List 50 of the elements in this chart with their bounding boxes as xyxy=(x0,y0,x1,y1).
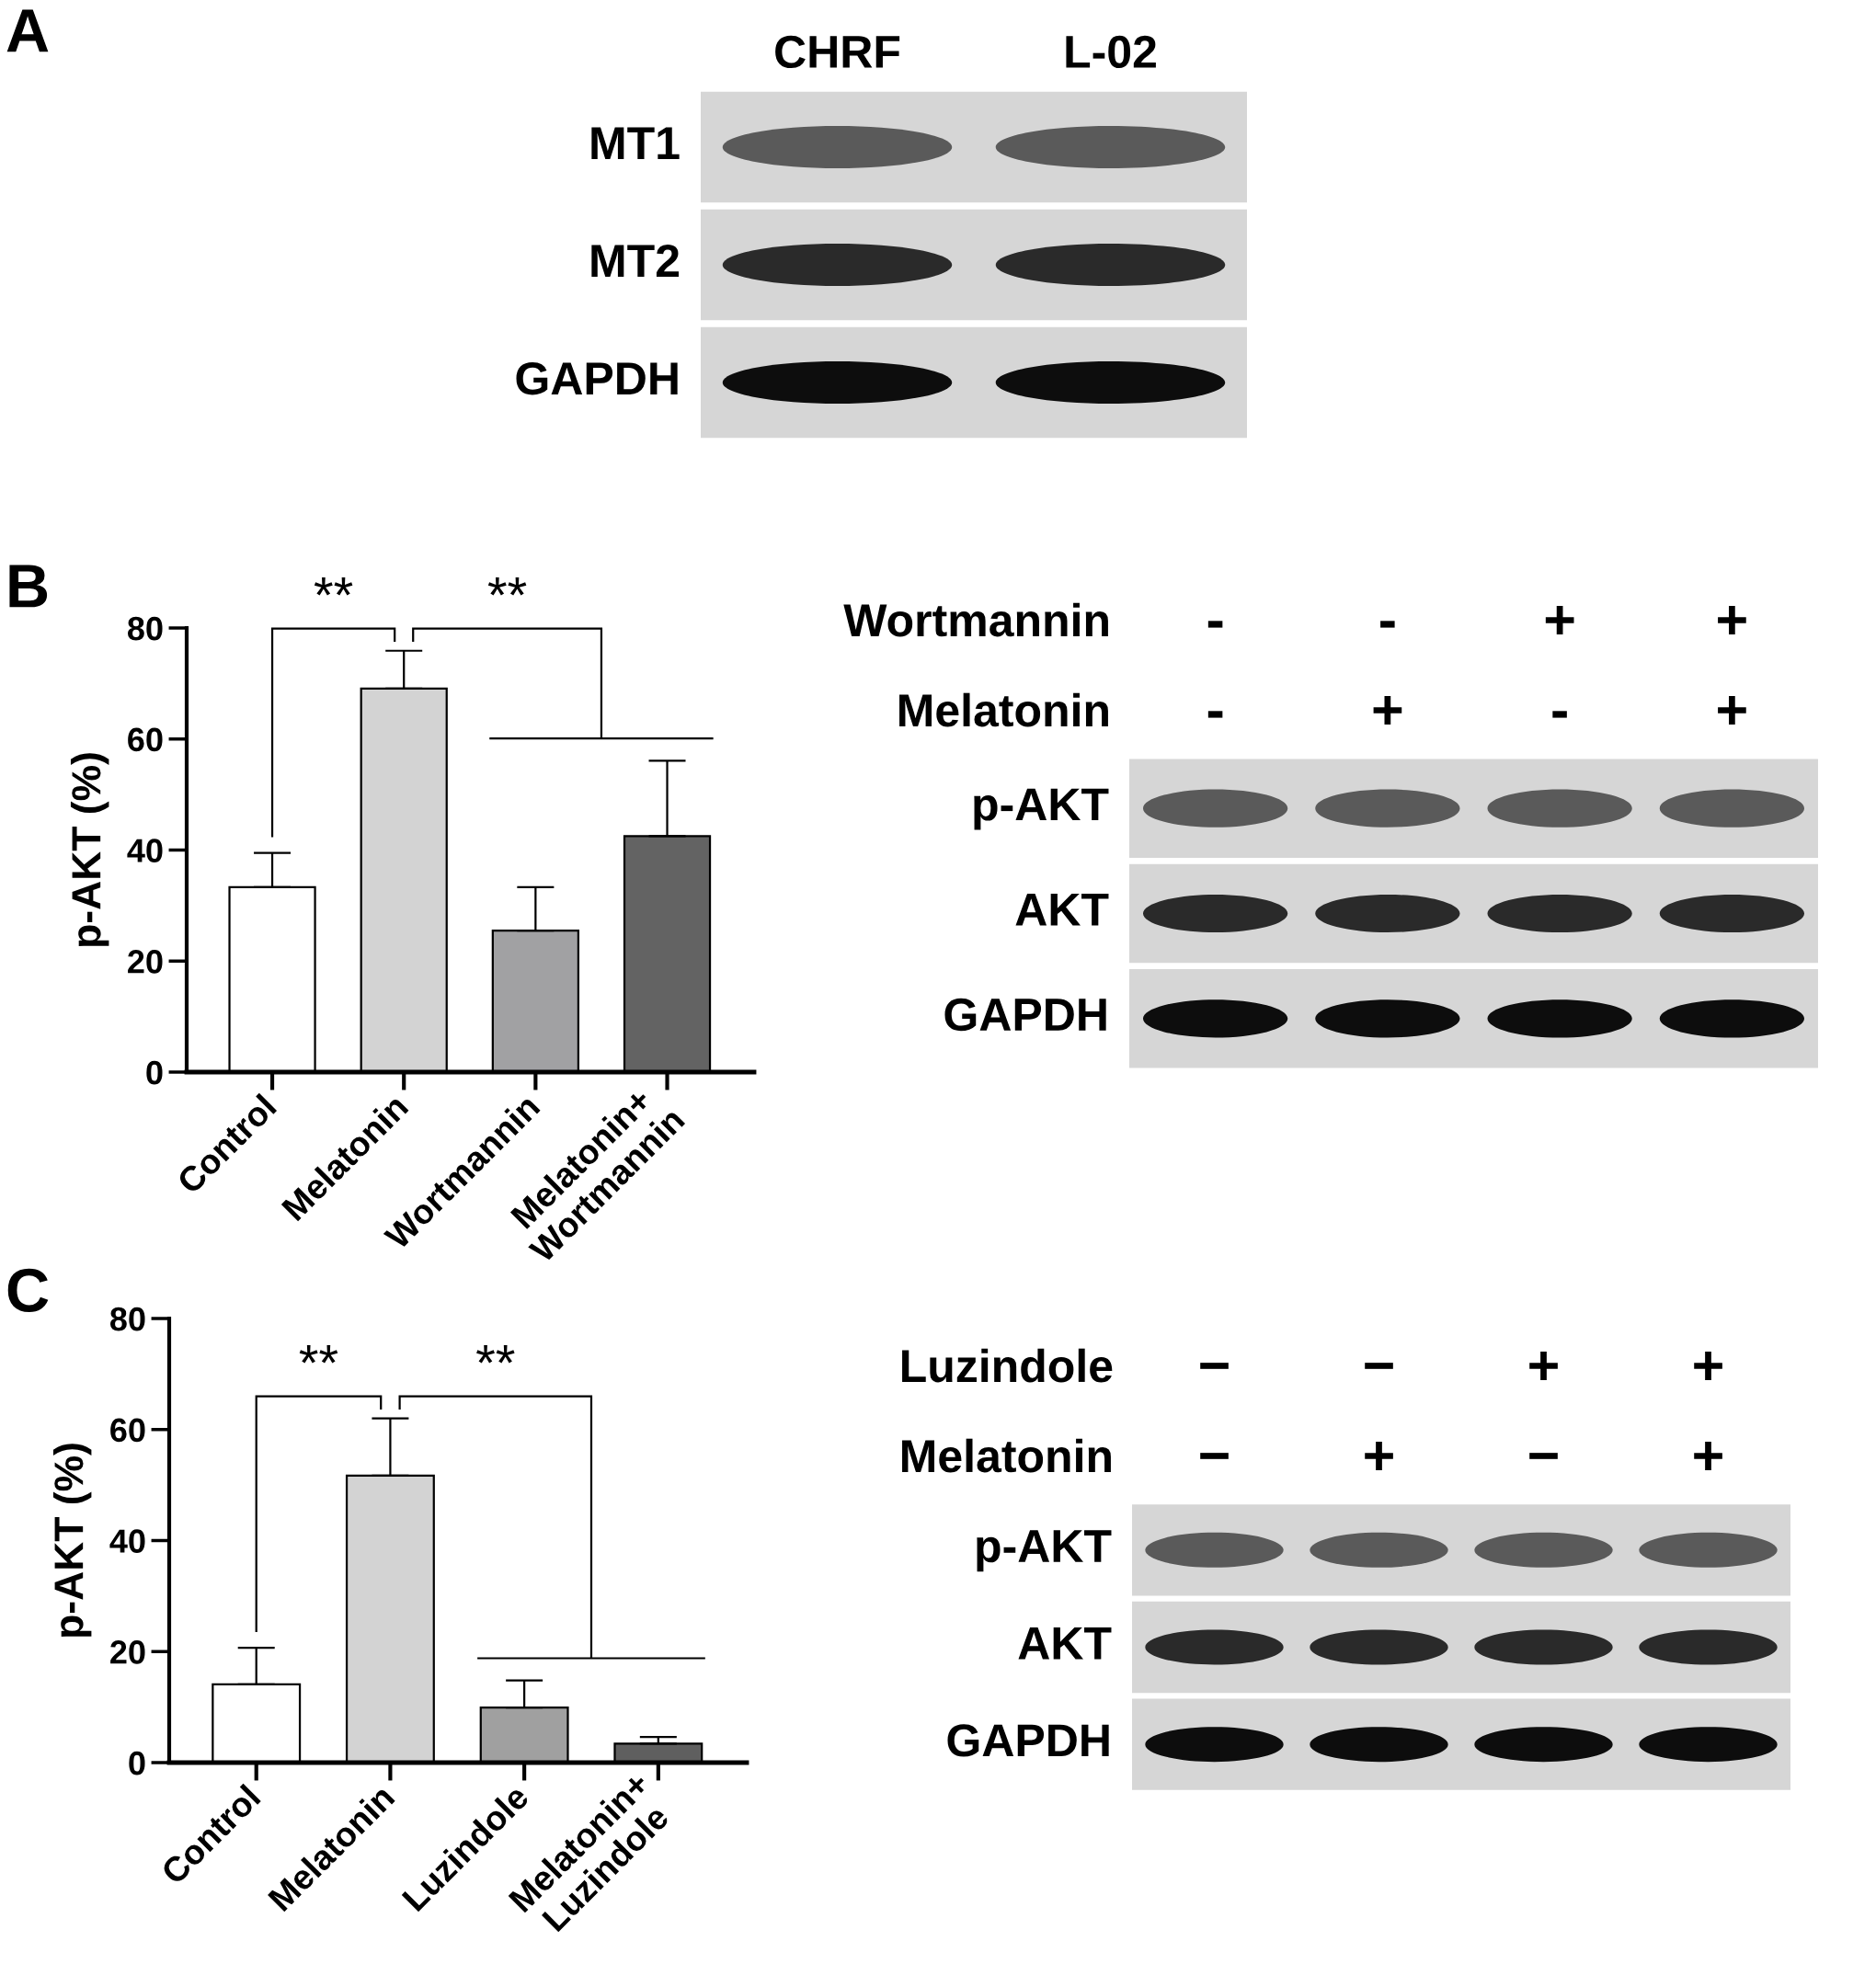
text: - xyxy=(1380,621,1395,628)
text: + xyxy=(1365,1441,1393,1470)
text: + xyxy=(1718,605,1746,634)
y-tick-label: 60 xyxy=(110,1418,145,1443)
text: − xyxy=(1365,1363,1393,1369)
category-label: MT2 xyxy=(591,245,679,277)
text: ** xyxy=(314,577,353,596)
text: + xyxy=(1694,1351,1722,1380)
text: − xyxy=(1529,1453,1558,1459)
category-label: Melatonin xyxy=(902,1438,1111,1473)
text: + xyxy=(1545,605,1574,634)
category-label: GAPDH xyxy=(944,998,1106,1032)
text: A xyxy=(6,9,49,52)
category-label: GAPDH xyxy=(947,1724,1109,1757)
text: + xyxy=(1529,1351,1558,1380)
annotation: ** xyxy=(299,1344,338,1364)
y-tick-label: 0 xyxy=(129,1751,145,1775)
y-axis-title: p-AKT (%) xyxy=(52,1444,92,1637)
category-label: Melatonin xyxy=(899,692,1108,727)
y-axis-title: p-AKT (%) xyxy=(70,753,109,946)
text: - xyxy=(1552,711,1567,718)
y-tick-label: 20 xyxy=(128,950,163,974)
category-label: p-AKT xyxy=(974,788,1109,830)
y-tick-label: 80 xyxy=(127,616,163,641)
chart-title: C xyxy=(7,1268,49,1312)
text: − xyxy=(1200,1453,1229,1459)
category-label: Wortmannin xyxy=(843,602,1108,637)
annotation: ** xyxy=(476,1344,515,1364)
y-tick-label: 80 xyxy=(109,1307,145,1331)
category-label: Luzindole xyxy=(902,1348,1113,1383)
text: ** xyxy=(487,577,527,596)
category-label: p-AKT xyxy=(977,1530,1112,1572)
text: + xyxy=(1694,1441,1722,1470)
y-tick-label: 40 xyxy=(127,839,163,862)
y-tick-label: 60 xyxy=(128,727,163,752)
text: - xyxy=(1207,621,1223,628)
text: + xyxy=(1718,695,1746,725)
y-tick-label: 40 xyxy=(109,1529,145,1553)
category-label: CHRF xyxy=(775,35,900,69)
category-label: AKT xyxy=(1018,1627,1112,1660)
text: + xyxy=(1373,695,1402,725)
chart-title: B xyxy=(9,565,48,608)
y-tick-label: 0 xyxy=(146,1060,163,1085)
text: − xyxy=(1200,1363,1229,1369)
y-tick-label: 20 xyxy=(110,1640,145,1664)
category-label: GAPDH xyxy=(516,362,678,395)
category-label: AKT xyxy=(1015,894,1109,926)
text: - xyxy=(1207,711,1223,718)
category-label: L-02 xyxy=(1066,35,1156,69)
category-label: MT1 xyxy=(591,127,680,159)
